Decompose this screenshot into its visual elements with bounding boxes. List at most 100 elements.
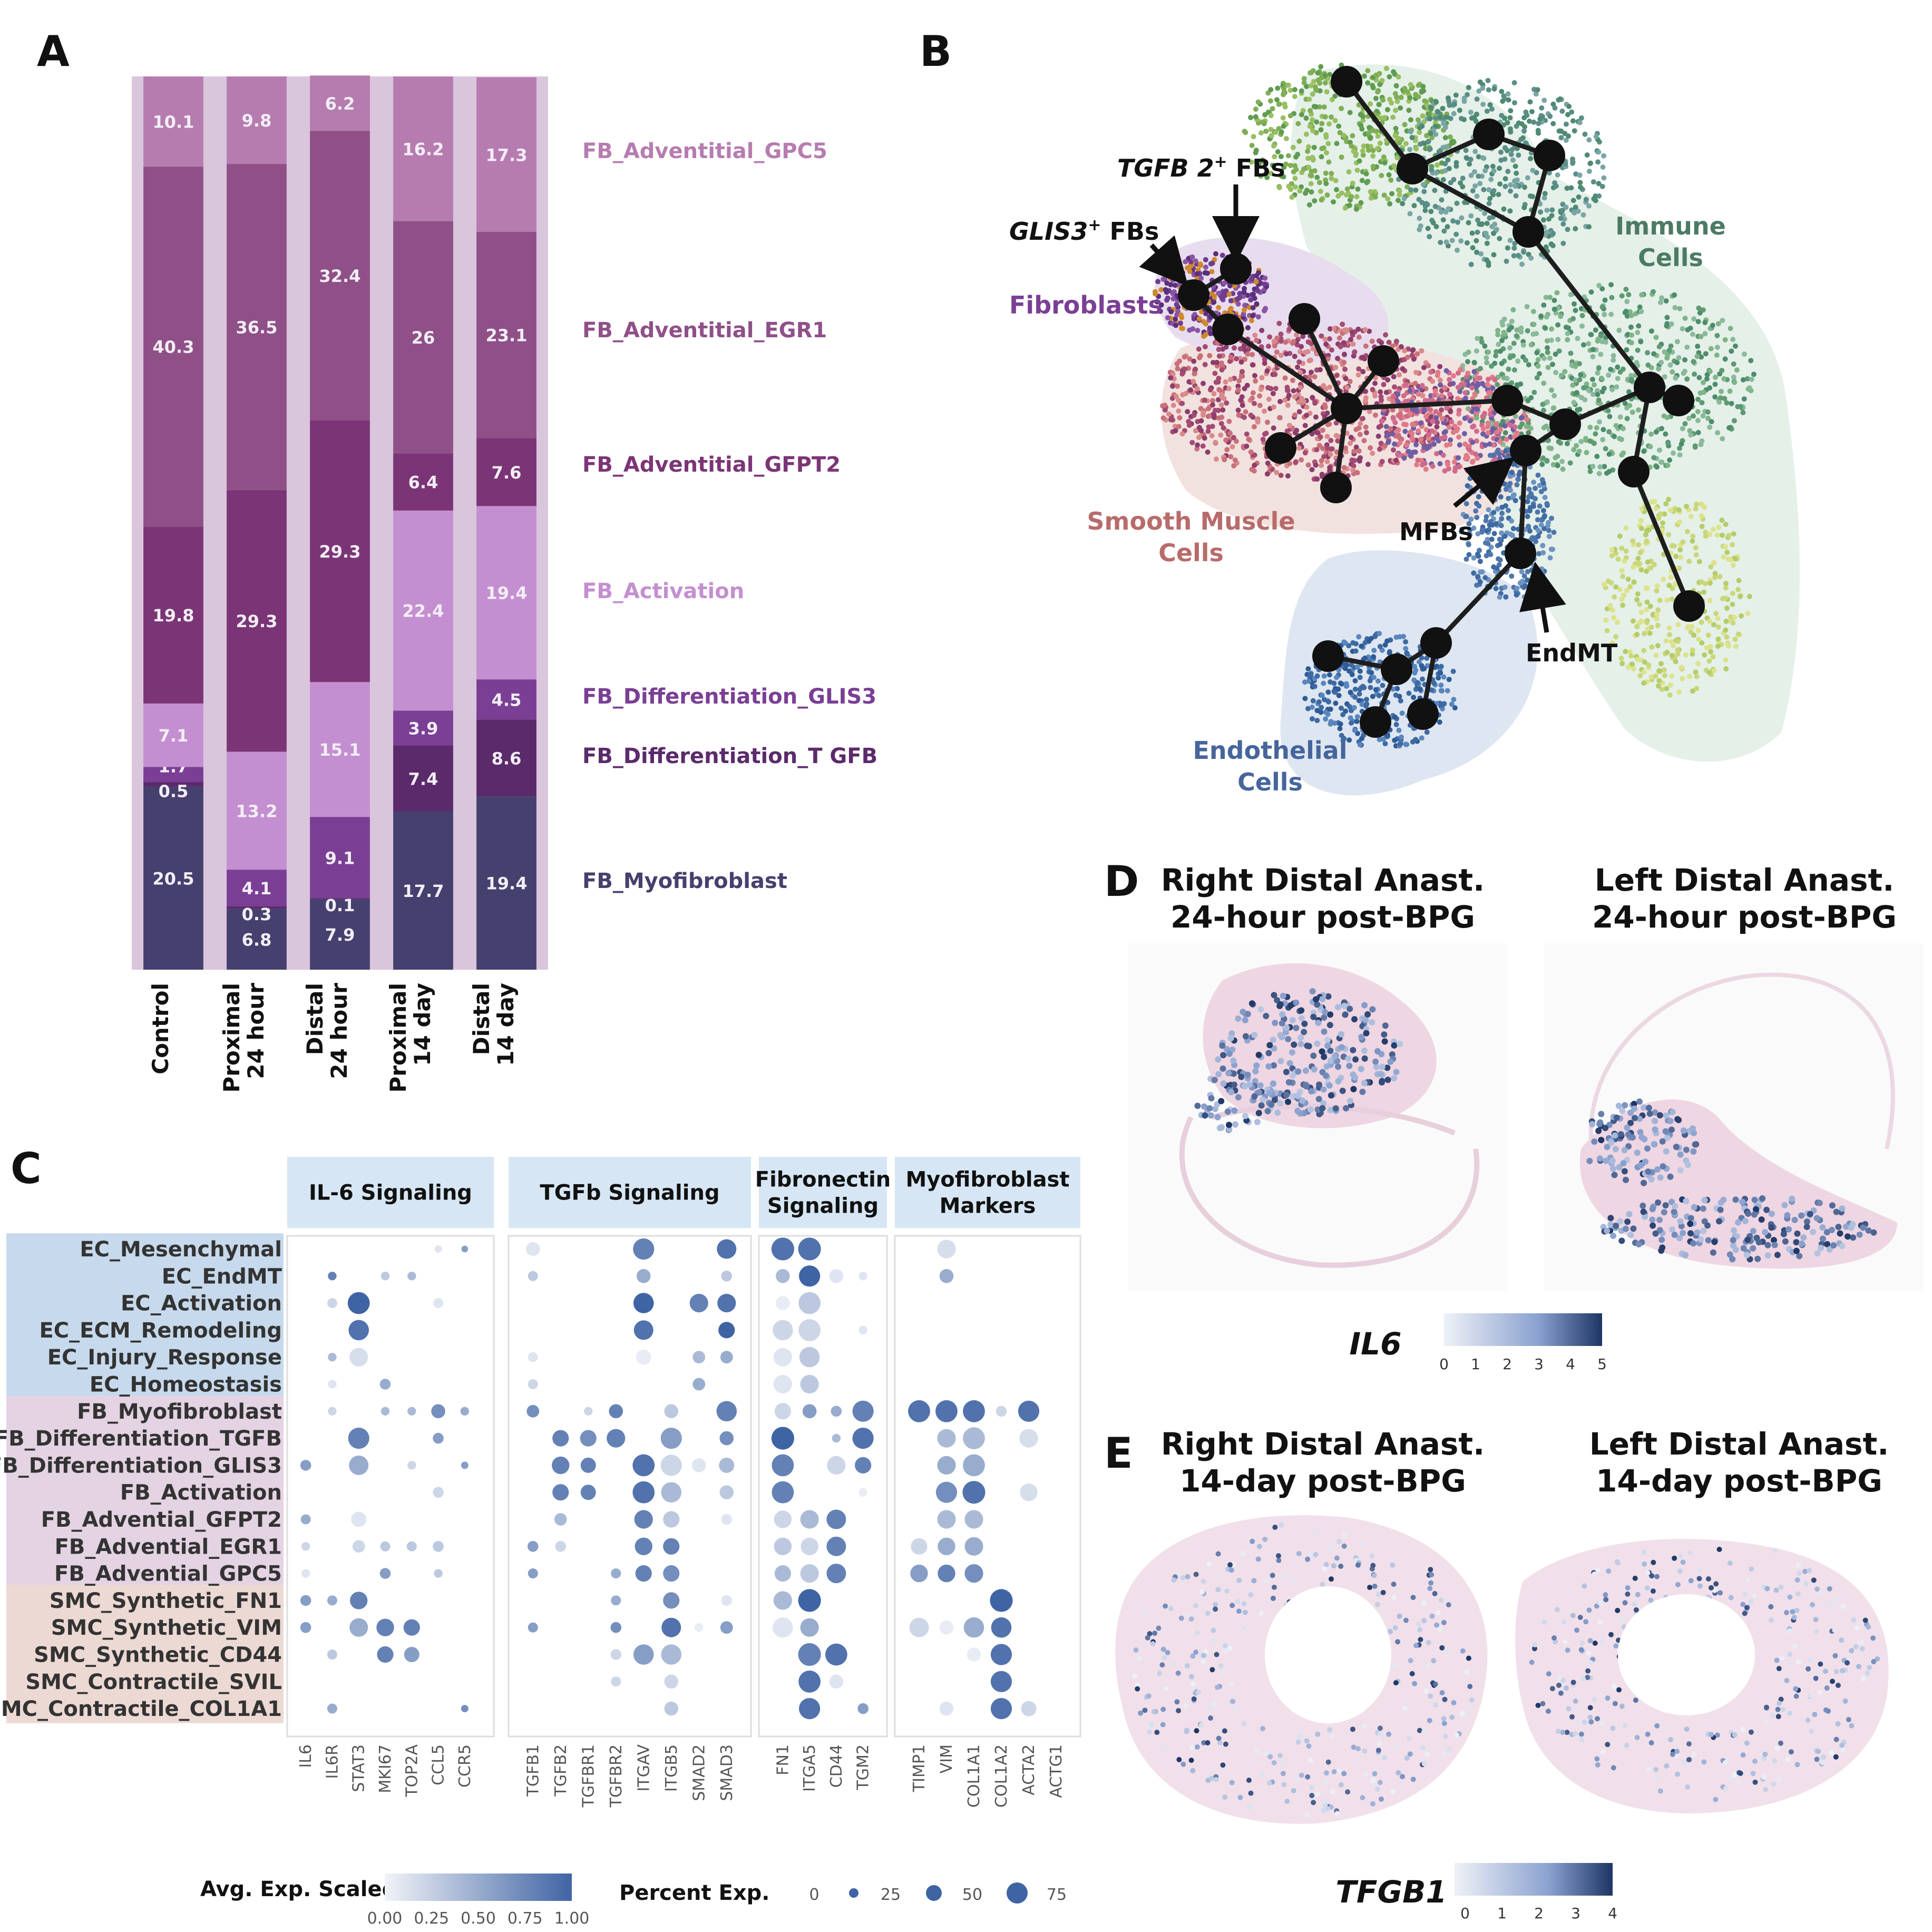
umap-point-0-493 <box>1285 82 1291 88</box>
umap-point-2-213 <box>1703 351 1709 357</box>
umap-point-2-46 <box>1603 446 1608 452</box>
umap-point-1-331 <box>1441 228 1447 234</box>
umap-point-1-118 <box>1486 87 1491 93</box>
umap-point-4-72 <box>1278 473 1284 478</box>
umap-point-1-486 <box>1543 244 1549 250</box>
umap-point-4-703 <box>1314 476 1320 482</box>
umap-point-6-340 <box>1395 451 1400 457</box>
umap-point-1-353 <box>1487 196 1493 201</box>
dot-152 <box>990 1589 1013 1612</box>
umap-point-1-403 <box>1601 175 1607 181</box>
umap-point-4-540 <box>1260 436 1266 442</box>
dot-145 <box>327 1595 337 1606</box>
umap-point-2-246 <box>1514 327 1520 333</box>
dot-142 <box>938 1564 955 1583</box>
umap-point-3-296 <box>1710 654 1716 660</box>
umap-point-6-107 <box>1477 375 1482 381</box>
umap-point-4-751 <box>1235 387 1241 393</box>
umap-point-1-138 <box>1560 240 1566 246</box>
umap-point-4-885 <box>1222 457 1227 463</box>
umap-point-0-387 <box>1406 108 1412 113</box>
dot-55 <box>664 1404 679 1419</box>
umap-point-2-121 <box>1592 382 1597 388</box>
umap-point-1-249 <box>1417 216 1422 221</box>
dot-122 <box>555 1541 567 1552</box>
dot-19 <box>327 1298 337 1309</box>
dot-8 <box>328 1272 337 1281</box>
umap-point-0-438 <box>1287 113 1293 119</box>
dot-64 <box>996 1406 1007 1417</box>
umap-point-0-335 <box>1319 154 1324 160</box>
umap-point-3-172 <box>1667 508 1673 513</box>
umap-point-4-288 <box>1402 348 1408 354</box>
umap-point-8-296 <box>1349 720 1354 726</box>
umap-point-1-477 <box>1480 155 1486 161</box>
umap-point-2-489 <box>1629 332 1634 338</box>
umap-point-4-777 <box>1341 359 1347 365</box>
umap-point-8-139 <box>1338 680 1343 686</box>
umap-point-1-446 <box>1400 201 1406 207</box>
umap-point-2-442 <box>1748 358 1754 364</box>
d-spot-0-192 <box>1277 1001 1284 1008</box>
umap-point-3-338 <box>1641 669 1647 675</box>
umap-point-2-461 <box>1672 305 1678 310</box>
umap-point-0-63 <box>1403 141 1409 147</box>
umap-point-2-400 <box>1499 338 1505 344</box>
dot-33 <box>328 1353 337 1362</box>
umap-point-3-123 <box>1628 653 1634 659</box>
umap-point-2-609 <box>1558 440 1563 446</box>
umap-point-2-261 <box>1707 385 1713 391</box>
dot-6 <box>798 1237 821 1261</box>
umap-point-0-422 <box>1288 187 1294 192</box>
umap-point-6-266 <box>1439 416 1445 422</box>
umap-point-1-251 <box>1531 86 1537 92</box>
umap-point-4-879 <box>1205 428 1211 434</box>
umap-point-1-479 <box>1588 160 1594 166</box>
umap-point-2-612 <box>1713 374 1718 380</box>
umap-point-3-163 <box>1703 533 1709 539</box>
umap-point-2-184 <box>1584 381 1589 387</box>
umap-point-4-364 <box>1198 418 1204 424</box>
umap-point-4-299 <box>1348 441 1353 446</box>
dot-170 <box>404 1647 419 1662</box>
umap-point-1-417 <box>1471 114 1477 120</box>
trajectory-node-18 <box>1265 432 1296 464</box>
umap-point-4-125 <box>1319 333 1324 339</box>
umap-point-4-848 <box>1168 375 1174 380</box>
umap-point-3-104 <box>1723 585 1729 591</box>
umap-point-4-741 <box>1206 424 1212 430</box>
umap-point-8-24 <box>1371 648 1377 653</box>
umap-point-5-279 <box>1194 271 1200 277</box>
umap-point-0-141 <box>1322 114 1328 120</box>
umap-point-6-198 <box>1490 385 1496 391</box>
umap-point-4-700 <box>1179 401 1185 406</box>
umap-point-2-329 <box>1626 389 1632 395</box>
umap-point-5-215 <box>1164 280 1170 286</box>
umap-point-2-337 <box>1718 395 1723 401</box>
umap-point-2-145 <box>1659 295 1664 301</box>
d-spot-0-247 <box>1287 1002 1294 1009</box>
umap-point-3-179 <box>1662 511 1667 517</box>
umap-point-2-307 <box>1637 304 1643 310</box>
umap-point-4-54 <box>1276 320 1282 326</box>
x-tick-label-1-1: 24 hour <box>243 983 269 1079</box>
umap-point-1-169 <box>1507 115 1513 121</box>
umap-point-4-811 <box>1272 372 1278 377</box>
umap-point-3-236 <box>1648 674 1654 680</box>
umap-point-2-490 <box>1518 329 1524 335</box>
umap-point-2-270 <box>1664 315 1670 320</box>
umap-point-4-709 <box>1236 412 1242 418</box>
umap-point-0-486 <box>1329 171 1334 177</box>
d-spot-0-180 <box>1310 1013 1317 1020</box>
umap-point-2-358 <box>1599 389 1605 395</box>
dot-49 <box>407 1407 416 1416</box>
umap-point-6-31 <box>1457 442 1462 448</box>
umap-point-2-370 <box>1578 438 1584 444</box>
umap-point-2-148 <box>1555 322 1561 328</box>
umap-point-4-730 <box>1397 372 1402 378</box>
umap-point-3-102 <box>1655 622 1661 628</box>
umap-point-5-277 <box>1262 275 1268 281</box>
umap-point-4-628 <box>1351 458 1357 463</box>
umap-point-4-856 <box>1196 346 1202 352</box>
d-spot-0-88 <box>1352 1056 1359 1063</box>
